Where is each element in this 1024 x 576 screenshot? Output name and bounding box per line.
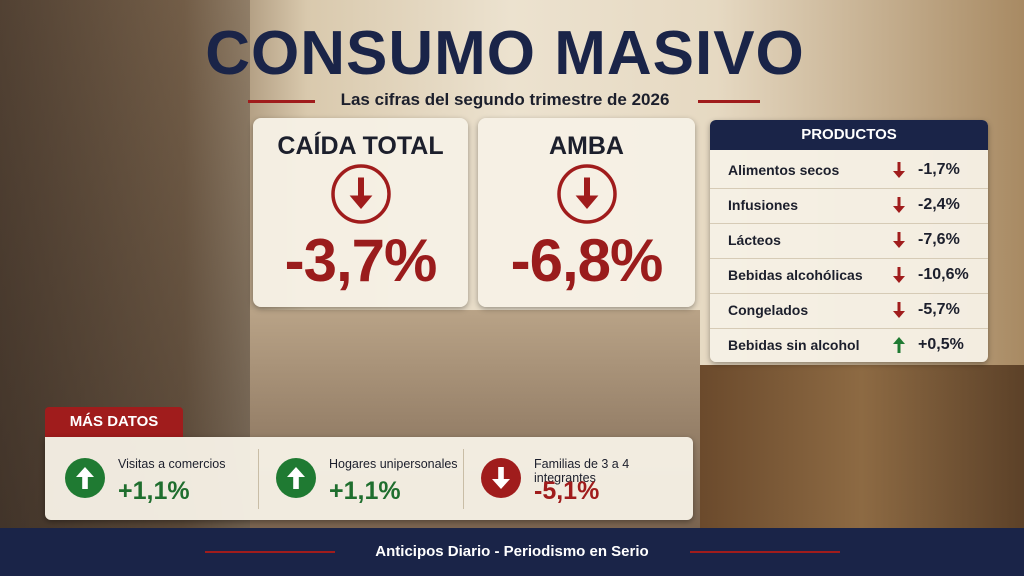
product-value: +0,5%	[918, 336, 964, 353]
stat-card: CAÍDA TOTAL -3,7%	[253, 118, 468, 307]
card-title: CAÍDA TOTAL	[277, 132, 444, 160]
product-label: Infusiones	[728, 197, 799, 213]
arrow-icon	[65, 458, 105, 498]
arrow-icon	[330, 164, 391, 224]
title: CONSUMO MASIVO	[205, 19, 805, 88]
card-value: -3,7%	[284, 227, 438, 294]
card-value: -6,8%	[510, 227, 664, 294]
product-value: -7,6%	[918, 231, 960, 248]
divider	[463, 449, 464, 509]
arrow-icon	[481, 458, 521, 498]
subtitle: Las cifras del segundo trimestre de 2026	[340, 90, 670, 109]
footer-text: Anticipos Diario - Periodismo en Serio	[375, 543, 649, 560]
footer-bar: Anticipos Diario - Periodismo en Serio	[0, 528, 1024, 576]
item-value: -5,1%	[534, 477, 600, 505]
item-label: Familias de 3 a 4 integrantes	[534, 457, 630, 485]
product-row: Infusiones -2,4%	[710, 188, 988, 224]
products-panel: PRODUCTOS Alimentos secos -1,7% Infusiones…	[710, 120, 988, 362]
product-row: Alimentos secos -1,7%	[710, 153, 988, 189]
card-title: AMBA	[549, 132, 624, 160]
product-value: -10,6%	[918, 266, 969, 283]
background-photo	[700, 365, 1024, 528]
item-value: +1,1%	[329, 477, 401, 505]
divider	[258, 449, 259, 509]
product-row: Bebidas alcohólicas -10,6%	[710, 258, 988, 294]
stat-card: AMBA -6,8%	[478, 118, 695, 307]
divider	[690, 551, 840, 553]
product-value: -5,7%	[918, 301, 960, 318]
item-value: +1,1%	[118, 477, 190, 505]
product-label: Alimentos secos	[728, 162, 840, 178]
arrow-icon	[893, 337, 905, 353]
panel-header: PRODUCTOS	[710, 120, 988, 150]
product-value: -1,7%	[918, 161, 960, 178]
divider	[698, 100, 760, 103]
product-label: Bebidas sin alcohol	[728, 337, 860, 353]
product-value: -2,4%	[918, 196, 960, 213]
product-row: Bebidas sin alcohol +0,5%	[710, 328, 988, 363]
panel-header: MÁS DATOS	[45, 407, 183, 437]
arrow-icon	[893, 267, 905, 283]
product-label: Bebidas alcohólicas	[728, 267, 863, 283]
arrow-icon	[556, 164, 617, 224]
product-label: Lácteos	[728, 232, 781, 248]
product-row: Lácteos -7,6%	[710, 223, 988, 259]
arrow-icon	[893, 302, 905, 318]
product-label: Congelados	[728, 302, 809, 318]
arrow-icon	[893, 162, 905, 178]
arrow-icon	[276, 458, 316, 498]
arrow-icon	[893, 232, 905, 248]
item-label: Hogares unipersonales	[329, 457, 458, 471]
product-row: Congelados -5,7%	[710, 293, 988, 329]
item-label: Visitas a comercios	[118, 457, 226, 471]
more-panel: Visitas a comercios +1,1% Hogares uniperso…	[45, 437, 693, 520]
arrow-icon	[893, 197, 905, 213]
divider	[248, 100, 315, 103]
divider	[205, 551, 335, 553]
